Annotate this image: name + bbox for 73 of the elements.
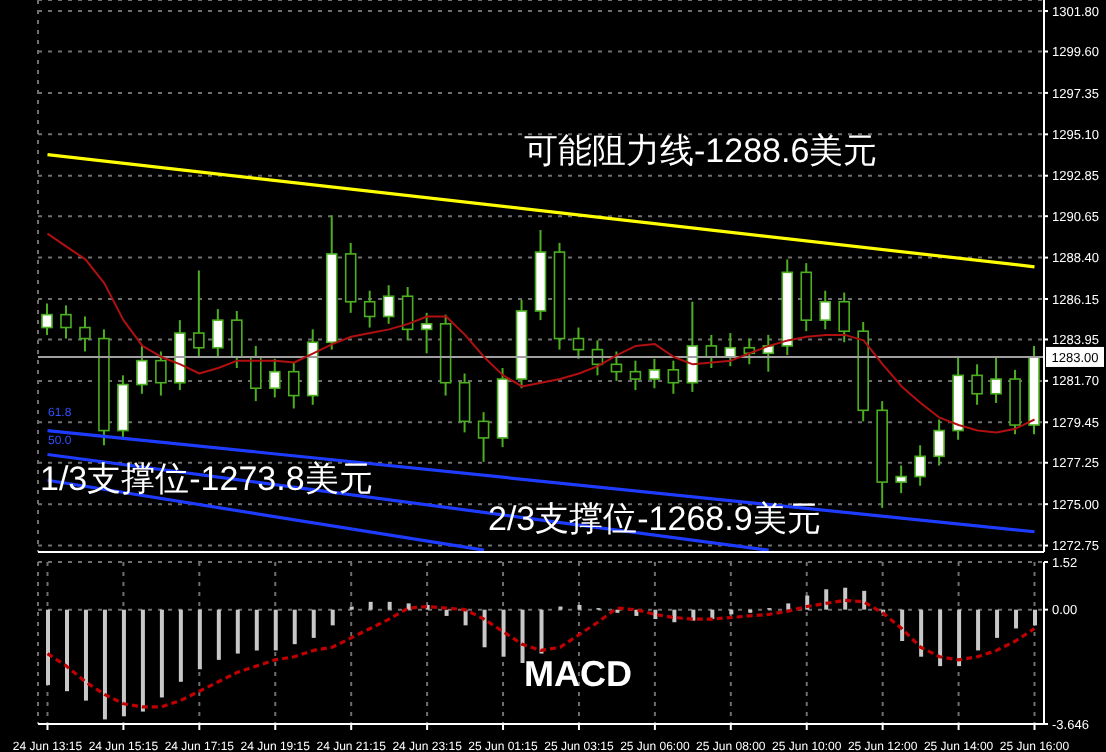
bar <box>235 609 240 654</box>
candlestick <box>990 355 1002 404</box>
candlestick <box>401 286 414 342</box>
bar <box>957 609 962 667</box>
candlestick <box>344 241 357 314</box>
bar <box>64 609 69 692</box>
bar <box>862 590 867 610</box>
candlestick <box>79 315 91 353</box>
bar <box>444 609 449 616</box>
bar <box>976 609 981 651</box>
annotation: 可能阻力线-1288.6美元 <box>524 132 878 173</box>
candlestick <box>629 359 642 392</box>
candlestick <box>287 361 300 410</box>
bar <box>900 609 905 642</box>
bar <box>786 603 791 610</box>
bar <box>273 609 278 651</box>
candlestick <box>155 350 167 397</box>
bar <box>995 609 1000 638</box>
bar <box>482 609 487 648</box>
bar <box>1033 609 1038 626</box>
bar <box>1014 609 1019 629</box>
bar <box>197 609 202 670</box>
candlestick <box>933 418 945 467</box>
candlestick <box>193 269 205 358</box>
candlestick <box>117 374 129 441</box>
bar <box>387 601 392 610</box>
candlestick <box>363 289 376 329</box>
bar <box>121 609 126 717</box>
bar <box>520 609 525 663</box>
bar <box>178 609 183 682</box>
bar <box>254 609 259 651</box>
candlestick <box>136 344 148 395</box>
candlestick <box>60 304 72 340</box>
candlestick <box>477 411 490 463</box>
bar <box>330 609 335 626</box>
candlestick <box>895 464 907 495</box>
candlestick <box>212 308 224 358</box>
bar <box>368 601 373 610</box>
bar <box>653 609 658 620</box>
bar <box>46 609 50 685</box>
bar <box>292 609 297 645</box>
bar <box>672 609 677 623</box>
candlestick <box>420 311 433 355</box>
candlestick <box>971 363 983 406</box>
candlestick <box>800 262 813 333</box>
candlestick <box>268 357 281 399</box>
bar <box>140 609 145 712</box>
candlestick <box>382 284 395 325</box>
candlestick <box>572 326 585 360</box>
candlestick <box>667 359 680 395</box>
candlestick <box>249 344 262 403</box>
bar <box>539 609 544 654</box>
bar <box>938 609 943 667</box>
bar <box>102 609 107 720</box>
candlestick <box>1009 368 1021 436</box>
bar <box>577 604 582 610</box>
candlestick <box>819 289 832 331</box>
line-series <box>45 598 1037 709</box>
candlestick <box>648 357 661 390</box>
bar <box>406 603 411 610</box>
candlestick <box>838 291 851 344</box>
bar <box>501 609 506 657</box>
bar <box>843 587 848 610</box>
candlestick <box>41 302 53 336</box>
candlestick <box>458 372 471 434</box>
bar <box>159 609 164 698</box>
candlestick <box>914 444 926 487</box>
bar <box>311 609 316 638</box>
annotation: MACD <box>524 654 632 698</box>
bar <box>83 609 88 701</box>
bar <box>216 609 221 660</box>
bar <box>919 609 924 657</box>
candlestick <box>231 309 243 369</box>
